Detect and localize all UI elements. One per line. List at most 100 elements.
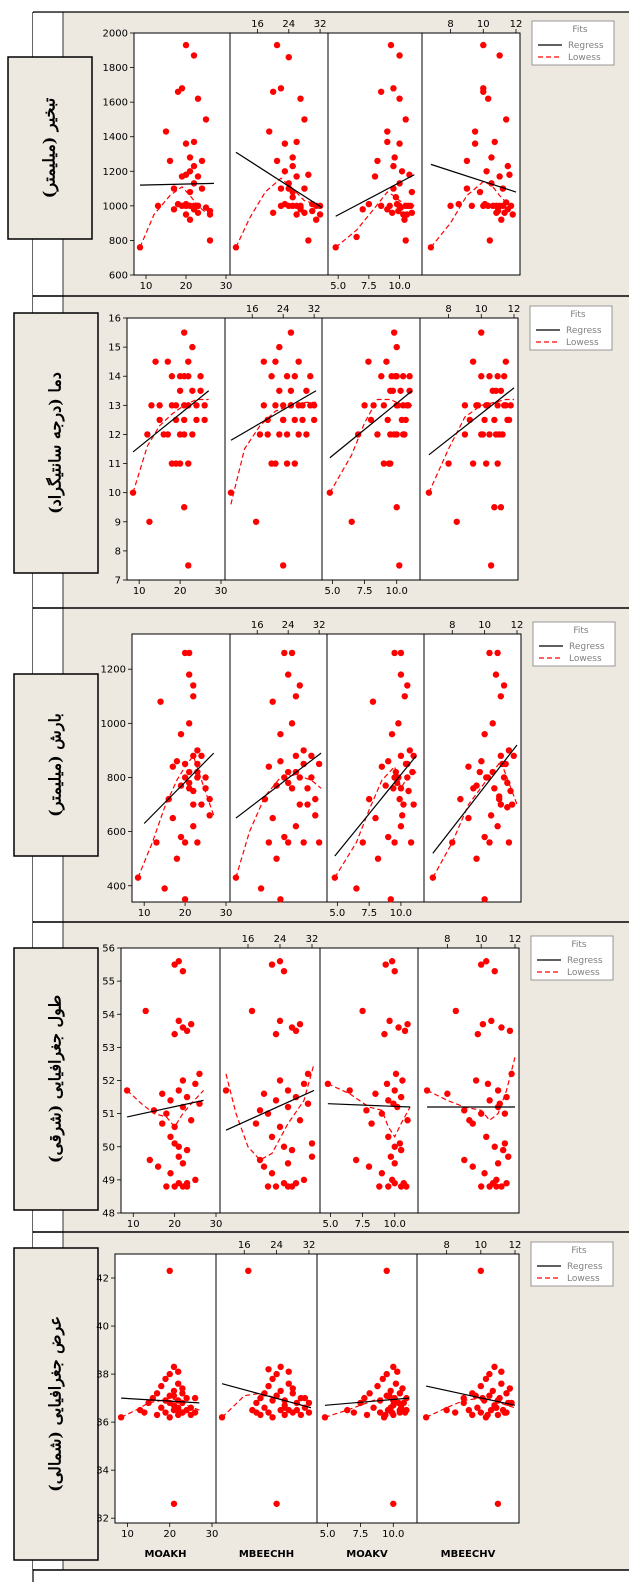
data-point bbox=[191, 1394, 199, 1402]
lowess-line bbox=[120, 1397, 200, 1418]
data-point bbox=[468, 202, 476, 210]
legend-label: Regress bbox=[567, 1262, 603, 1272]
data-point bbox=[297, 95, 304, 102]
data-point bbox=[397, 752, 405, 760]
data-point bbox=[157, 698, 164, 705]
y-tick-label: 32 bbox=[96, 1514, 109, 1525]
data-point bbox=[136, 244, 144, 251]
data-point bbox=[496, 173, 503, 180]
data-point bbox=[288, 785, 296, 792]
y-tick-label: 56 bbox=[102, 944, 115, 955]
data-point bbox=[388, 958, 396, 965]
data-point bbox=[176, 460, 184, 467]
x-tick-label: 12 bbox=[510, 19, 523, 30]
data-point bbox=[494, 460, 501, 467]
data-point bbox=[478, 758, 485, 765]
data-point bbox=[359, 1007, 366, 1015]
regress-line bbox=[235, 752, 322, 819]
row-4: طول جغرافیایی (شرقی) 48 49 50 51 52 53 54 55 56 10… bbox=[13, 922, 629, 1233]
data-point bbox=[380, 402, 388, 409]
legend: Fits Regress Lowess bbox=[530, 935, 614, 981]
data-point bbox=[293, 138, 300, 146]
data-point bbox=[164, 431, 172, 438]
data-point bbox=[397, 1146, 405, 1154]
data-point bbox=[304, 785, 311, 792]
data-point bbox=[187, 1117, 195, 1124]
data-point bbox=[277, 185, 285, 192]
data-point bbox=[190, 52, 198, 59]
data-point bbox=[498, 1380, 505, 1387]
data-point bbox=[374, 1382, 381, 1390]
data-point bbox=[477, 1183, 485, 1190]
data-point bbox=[491, 416, 498, 424]
data-point bbox=[264, 431, 271, 438]
x-tick-label: 5.0 bbox=[320, 1529, 336, 1540]
data-point bbox=[296, 682, 303, 689]
panel-frame bbox=[326, 633, 425, 903]
data-point bbox=[198, 752, 205, 760]
data-point bbox=[182, 140, 190, 147]
data-point bbox=[181, 839, 189, 846]
data-point bbox=[175, 1153, 182, 1160]
data-point bbox=[276, 431, 283, 438]
data-point bbox=[469, 358, 477, 365]
data-point bbox=[397, 387, 404, 394]
data-point bbox=[367, 416, 375, 424]
data-point bbox=[482, 460, 490, 467]
data-point bbox=[498, 216, 505, 223]
panel-mbeechv: 8 10 12 bbox=[419, 304, 520, 581]
data-point bbox=[383, 1267, 390, 1275]
data-point bbox=[388, 1176, 396, 1184]
data-point bbox=[457, 795, 464, 803]
data-point bbox=[406, 747, 414, 754]
regress-line bbox=[139, 182, 215, 186]
data-point bbox=[369, 698, 377, 705]
data-point bbox=[484, 1411, 491, 1419]
data-point bbox=[189, 343, 196, 351]
data-point bbox=[201, 402, 208, 409]
data-point bbox=[494, 1087, 502, 1094]
data-point bbox=[293, 173, 300, 180]
lowess-line bbox=[225, 1063, 315, 1161]
data-point bbox=[461, 1156, 468, 1164]
data-point bbox=[170, 206, 178, 213]
data-point bbox=[396, 1409, 404, 1416]
regress-line bbox=[334, 755, 417, 857]
data-point bbox=[505, 839, 513, 846]
panel-mbeechv: 8 10 12 bbox=[416, 1240, 521, 1524]
data-point bbox=[484, 95, 492, 102]
data-point bbox=[374, 431, 381, 438]
data-point bbox=[301, 116, 308, 123]
data-point bbox=[497, 752, 505, 760]
data-point bbox=[494, 1500, 502, 1507]
data-point bbox=[170, 185, 178, 192]
data-point bbox=[473, 402, 480, 409]
data-point bbox=[503, 1179, 510, 1187]
y-tick-label: 1000 bbox=[103, 201, 128, 212]
data-point bbox=[190, 693, 197, 700]
regress-line bbox=[426, 1385, 516, 1406]
data-point bbox=[376, 1183, 383, 1190]
y-tick-label: 400 bbox=[107, 881, 126, 892]
panel-mbeechh: 16 24 32 bbox=[224, 304, 323, 581]
data-point bbox=[192, 1080, 199, 1088]
x-tick-label: 5.0 bbox=[329, 908, 345, 919]
data-point bbox=[180, 416, 188, 424]
data-point bbox=[510, 752, 517, 760]
data-point bbox=[471, 128, 479, 135]
x-tick-label: 12 bbox=[511, 620, 524, 631]
data-point bbox=[387, 896, 394, 903]
legend-box bbox=[532, 621, 616, 667]
x-variable-label: MOAKH bbox=[144, 1549, 186, 1560]
data-point bbox=[474, 1030, 481, 1038]
data-point bbox=[486, 373, 493, 380]
data-point bbox=[171, 1030, 178, 1038]
regress-line bbox=[428, 387, 515, 456]
data-point bbox=[469, 1163, 476, 1170]
panel-moakv: 5.0 7.5 10.0 bbox=[316, 1253, 418, 1540]
data-point bbox=[307, 373, 314, 380]
y-tick-label: 49 bbox=[102, 1175, 115, 1186]
data-point bbox=[372, 1090, 379, 1097]
data-point bbox=[190, 162, 198, 170]
data-point bbox=[292, 823, 300, 830]
